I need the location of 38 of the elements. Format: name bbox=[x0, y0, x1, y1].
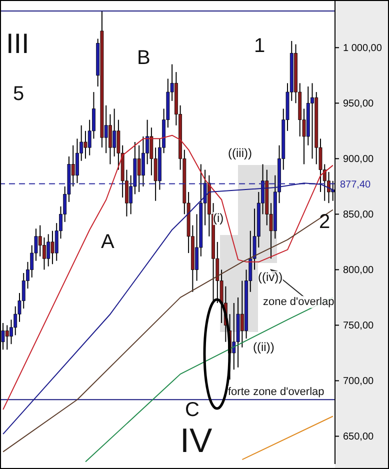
candlestick bbox=[310, 82, 314, 160]
candlestick bbox=[112, 108, 116, 157]
candlestick bbox=[141, 136, 145, 187]
candlestick bbox=[5, 324, 9, 350]
candlestick bbox=[46, 234, 50, 267]
candlestick bbox=[240, 280, 244, 348]
annotation: B bbox=[137, 47, 150, 69]
candlestick bbox=[50, 230, 54, 265]
line-series bbox=[2, 209, 334, 452]
candlestick bbox=[42, 236, 46, 270]
ref-line-label: 877,40 bbox=[340, 179, 372, 190]
annotation: 5 bbox=[13, 83, 24, 105]
annotation: ((ii)) bbox=[253, 340, 274, 354]
y-tick-label: 1 000,00 bbox=[343, 43, 382, 54]
y-tick-label: 700,00 bbox=[343, 376, 374, 388]
annotation: A bbox=[101, 231, 114, 253]
candlestick bbox=[327, 171, 330, 204]
y-tick-label: 850,00 bbox=[343, 210, 374, 221]
y-tick-label: 650,00 bbox=[343, 432, 374, 443]
y-tick-label: 800,00 bbox=[343, 265, 374, 276]
candlestick bbox=[108, 114, 112, 165]
y-tick-label: 750,00 bbox=[343, 320, 374, 332]
annotation: ((iii)) bbox=[228, 146, 252, 160]
annotation: forte zone d'overlap bbox=[228, 386, 324, 398]
annotation: zone d'overlap bbox=[263, 296, 334, 308]
candlestick bbox=[84, 130, 88, 160]
annotation: 2 bbox=[319, 211, 330, 233]
annotation: (i) bbox=[213, 211, 224, 226]
y-tick-label: 900,00 bbox=[343, 154, 374, 166]
candlestick bbox=[76, 138, 79, 184]
candlestick bbox=[232, 302, 236, 370]
y-tick-label: 950,00 bbox=[343, 98, 374, 110]
annotation: III bbox=[6, 28, 30, 60]
annotation: IV bbox=[180, 422, 212, 460]
candlestick bbox=[137, 144, 141, 192]
annotation: 1 bbox=[254, 35, 266, 57]
annotation: ((iv)) bbox=[258, 270, 283, 284]
annotation: C bbox=[185, 399, 200, 421]
